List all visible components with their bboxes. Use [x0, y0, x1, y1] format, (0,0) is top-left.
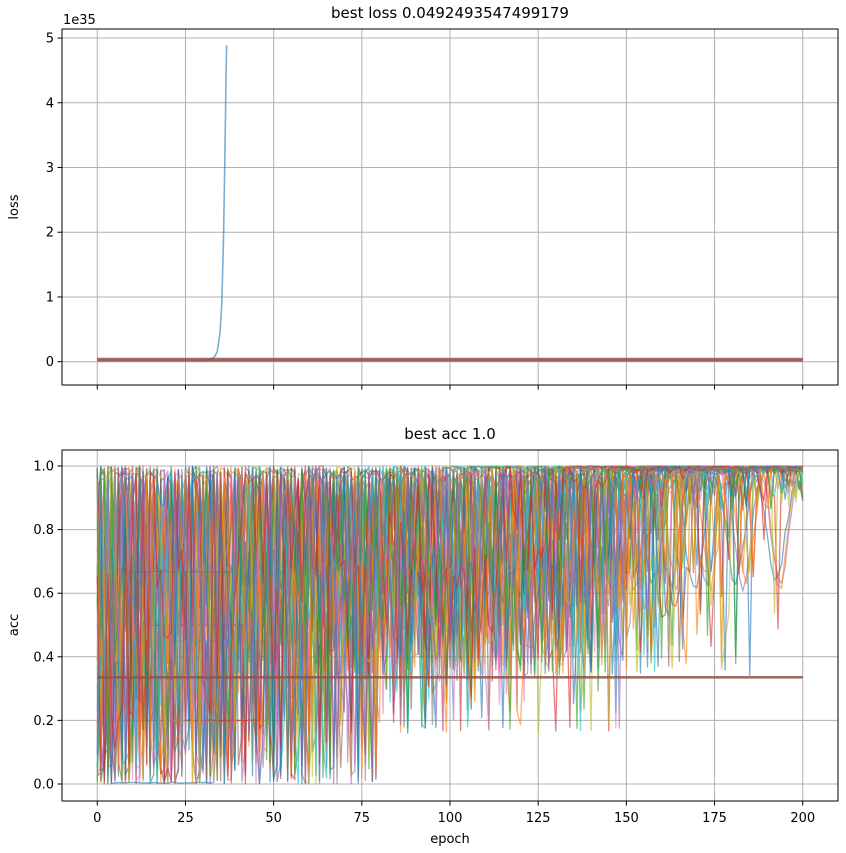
y-tick-label: 1.0	[33, 459, 54, 474]
x-tick-label: 100	[438, 811, 463, 826]
loss-y-axis-label: loss	[7, 194, 22, 219]
y-tick-label: 0.0	[33, 777, 54, 792]
x-tick-label: 25	[177, 811, 194, 826]
acc-chart-title: best acc 1.0	[404, 425, 496, 443]
diverged-run-loss-spike	[195, 45, 228, 362]
acc-series-group	[96, 465, 804, 785]
acc-x-axis-label: epoch	[430, 832, 470, 847]
y-tick-label: 2	[46, 226, 54, 241]
y-tick-label: 5	[46, 32, 54, 47]
x-tick-label: 175	[702, 811, 727, 826]
y-tick-label: 4	[46, 96, 54, 111]
x-tick-label: 50	[265, 811, 282, 826]
loss-chart-title: best loss 0.0492493547499179	[331, 4, 569, 22]
loss-gridlines	[62, 29, 838, 385]
loss-series-group	[97, 45, 803, 363]
x-tick-label: 75	[354, 811, 371, 826]
y-tick-label: 3	[46, 161, 54, 176]
y-tick-label: 0.4	[33, 650, 54, 665]
x-tick-label: 125	[526, 811, 551, 826]
x-tick-label: 200	[790, 811, 815, 826]
training-run-acc-line	[96, 465, 804, 785]
loss-subplot: 0 1 2 3 4 5 best loss 0.0492493547499179 1e35…	[7, 4, 839, 390]
acc-ticks: 0 25 50 75 100 125 150 175 200 0.0 0.2 0.4 0.6 0.8 1.0	[33, 459, 815, 826]
loss-y-offset-text: 1e35	[63, 13, 96, 28]
y-tick-label: 0.8	[33, 523, 54, 538]
y-tick-label: 1	[46, 290, 54, 305]
y-tick-label: 0.6	[33, 587, 54, 602]
x-tick-label: 150	[614, 811, 639, 826]
acc-subplot: 0 25 50 75 100 125 150 175 200 0.0 0.2 0.4 0.6 0.8 1.0…	[7, 425, 839, 847]
x-tick-label: 0	[93, 811, 101, 826]
acc-y-axis-label: acc	[7, 614, 22, 636]
loss-ticks: 0 1 2 3 4 5	[46, 32, 804, 390]
y-tick-label: 0	[46, 355, 54, 370]
y-tick-label: 0.2	[33, 714, 54, 729]
